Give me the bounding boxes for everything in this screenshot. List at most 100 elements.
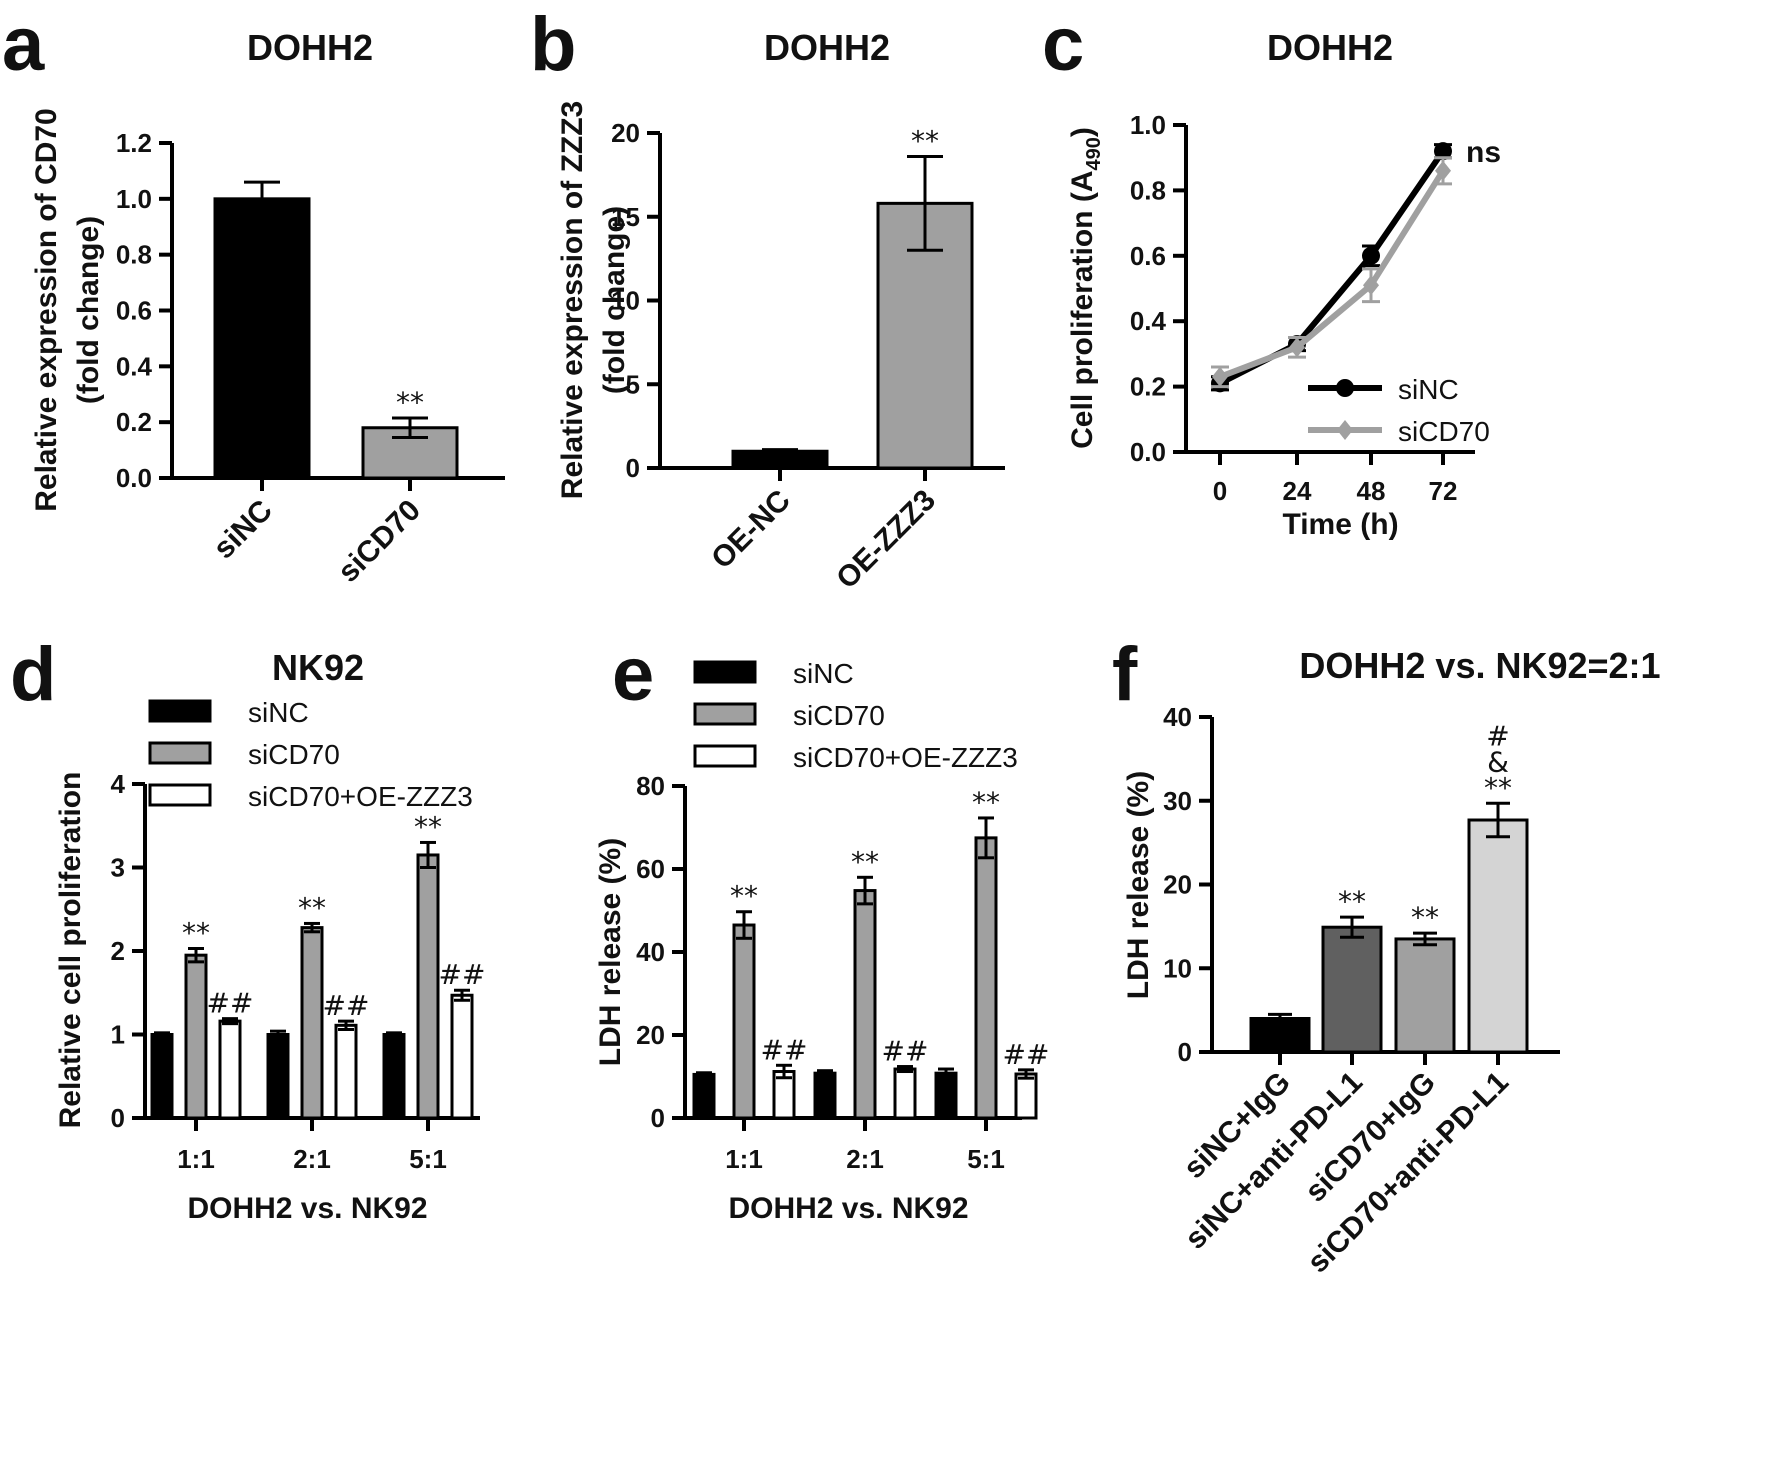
bar-siCD70+OE-ZZZ3 [893,1067,917,1120]
panel-letter-b: b [530,2,576,87]
bar-siNC [382,1033,406,1120]
x-tick-label: 0 [1213,476,1227,506]
y-tick-label: 0 [626,453,640,483]
bar-siCD70 [184,953,208,1120]
y-tick-label: 0.6 [1130,241,1166,271]
y-tick-label: 0.4 [116,351,153,381]
y-tick-label: 40 [636,937,665,967]
x-tick-label: siNC [207,494,279,566]
x-tick-label: 72 [1429,476,1458,506]
y-tick-label: 10 [1163,953,1192,983]
chart-f: DOHH2 vs. NK92=2:1 LDH release (%) 0 10 20 30… [1122,645,1661,1279]
significance-mark: ## [439,958,486,991]
ns-annotation: ns [1466,136,1501,169]
y-tick-label: 0 [651,1103,665,1133]
hash-mark: # [1486,719,1509,752]
series-line-siNC [1218,149,1446,387]
significance-mark: ## [761,1033,808,1066]
chart-e: LDH release (%) 0 20 40 60 80 1:1 2:1 5:1 DOHH2 v… [594,658,1049,1225]
significance-mark: ** [730,880,758,913]
y-tick-label: 20 [636,1020,665,1050]
y-axis-label: Relative cell proliferation [54,772,87,1129]
y-tick-label: 1 [111,1020,125,1050]
bar-siNC [692,1072,716,1120]
x-tick-label: 2:1 [293,1144,331,1174]
x-tick-label: OE-ZZZ3 [830,484,942,596]
y-tick-label: 15 [611,202,640,232]
bar-siNC [150,1033,174,1120]
panel-letter-a: a [2,2,45,87]
significance-mark: ** [182,916,210,949]
bar-siNC [934,1071,958,1120]
x-tick-label: 1:1 [725,1144,763,1174]
y-tick-label: 0.0 [116,463,152,493]
chart-title: DOHH2 [764,27,890,68]
significance-mark: ** [1484,771,1512,804]
legend-label: siCD70+OE-ZZZ3 [793,742,1018,773]
y-axis-label: LDH release (%) [1122,771,1155,999]
y-tick-label: 20 [1163,870,1192,900]
chart-d: NK92 Relative cell proliferation 0 1 2 3 4 1:1 2… [54,647,485,1225]
legend-swatch [693,660,757,684]
y-tick-label: 3 [111,853,125,883]
significance-mark: ** [1338,885,1366,918]
y-axis-label-line: (fold change) [72,216,105,404]
panel-letter-c: c [1042,2,1084,87]
point-siNC [1362,246,1380,265]
panel-letter-d: d [10,632,56,717]
x-axis-label: Time (h) [1282,508,1398,541]
y-tick-label: 0 [1178,1037,1192,1067]
y-axis-label-subscript: 490 [1083,137,1105,170]
chart-title: DOHH2 [247,27,373,68]
chart-title: DOHH2 vs. NK92=2:1 [1299,645,1660,686]
y-tick-label: 0.0 [1130,437,1166,467]
legend-label: siCD70+OE-ZZZ3 [248,781,473,812]
y-axis-label: Cell proliferation (A490) [1066,127,1105,449]
legend-swatch [148,783,212,807]
legend-swatch [148,741,212,765]
y-tick-label: 20 [611,118,640,148]
y-tick-label: 10 [611,286,640,316]
significance-mark: ** [911,124,939,157]
chart-b: DOHH2 Relative expression of ZZZ3 (fold ch… [556,27,1005,595]
legend-label: siCD70 [1398,416,1490,447]
legend-swatch [693,702,757,726]
chart-title: DOHH2 [1267,27,1393,68]
y-axis-label: LDH release (%) [594,838,627,1066]
point-siCD70 [1212,366,1228,387]
y-tick-label: 2 [111,936,125,966]
panel-letters: a b c d e f [2,2,1138,717]
significance-mark: ## [207,987,254,1020]
y-tick-label: 40 [1163,702,1192,732]
y-tick-label: 0.2 [1130,372,1166,402]
bar-siCD70 [732,923,756,1120]
significance-mark: ** [1411,901,1439,934]
y-tick-label: 0.8 [1130,175,1166,205]
bar-siCD70 [300,926,324,1120]
legend-swatch [148,699,212,723]
bar-siCD70+OE-ZZZ3 [450,993,474,1120]
y-tick-label: 0 [111,1103,125,1133]
panel-letter-f: f [1112,632,1138,717]
bar-siNC [813,1071,837,1120]
significance-mark: ## [323,989,370,1022]
bar-siCD70+IgG [1394,937,1456,1054]
bar-siNC [266,1033,290,1120]
legend-label: siCD70 [793,700,885,731]
legend-label: siNC [1398,374,1459,405]
significance-mark: ** [298,891,326,924]
bar-siNC [213,197,311,480]
chart-c: DOHH2 Cell proliferation (A490) 0.0 0.2 0.4 0… [1066,27,1501,541]
point-siCD70 [1289,337,1305,358]
x-tick-label: 5:1 [967,1144,1005,1174]
y-tick-label: 1.2 [116,128,152,158]
bar-siCD70+OE-ZZZ3 [218,1019,242,1120]
point-siNC [1434,142,1452,161]
y-axis-label: Relative expression of ZZZ3 (fold change) [556,101,631,499]
legend-marker [1337,420,1353,440]
x-axis-label: DOHH2 vs. NK92 [728,1192,968,1225]
chart-a: DOHH2 Relative expression of CD70 (fold ch… [30,27,505,589]
x-tick-label: 1:1 [177,1144,215,1174]
x-tick-label: siCD70 [332,494,427,589]
